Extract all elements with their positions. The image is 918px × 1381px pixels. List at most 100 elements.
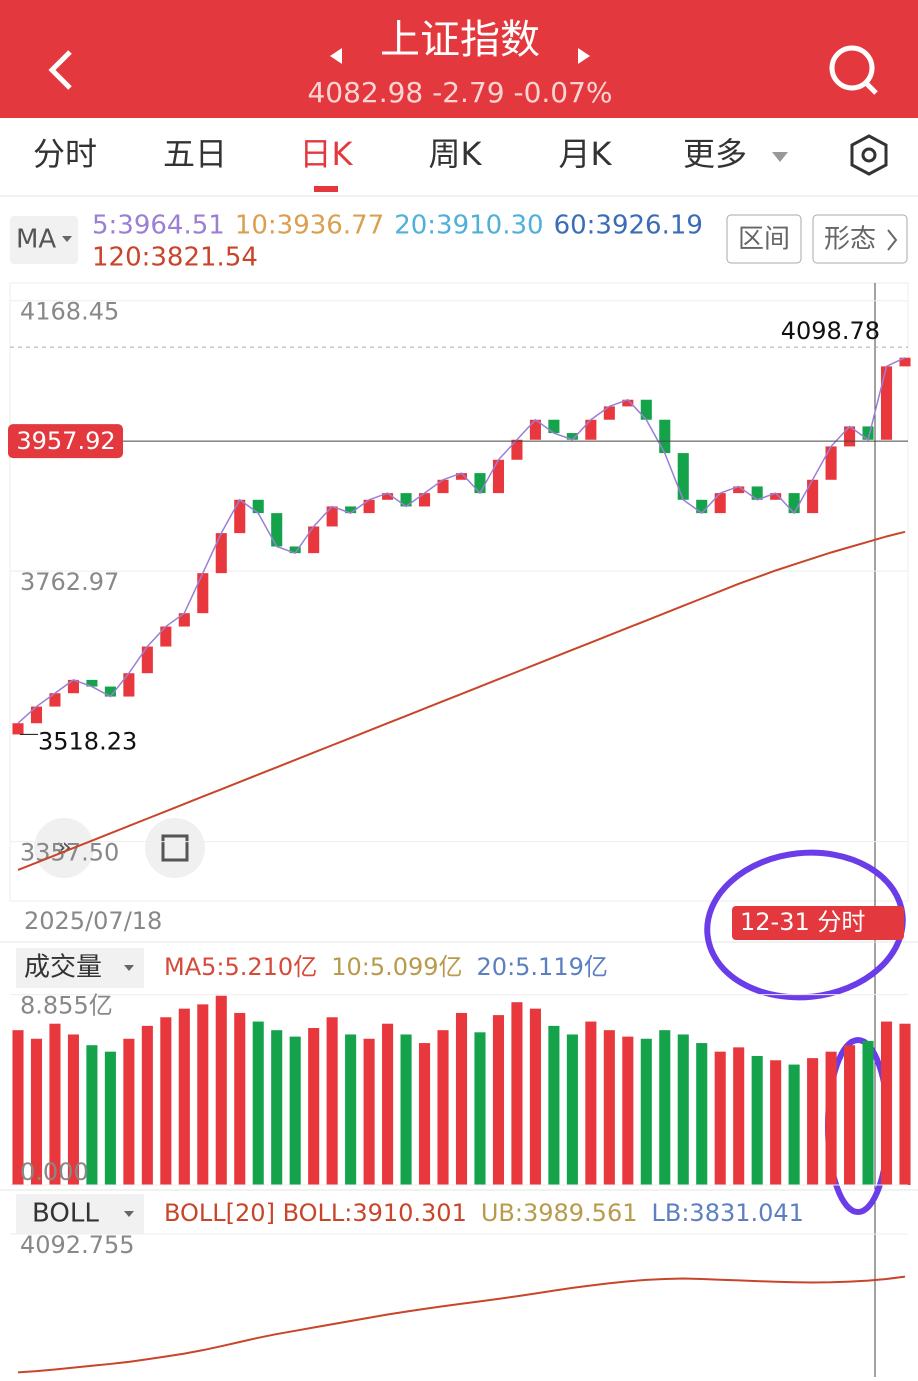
next-arrow[interactable]	[578, 48, 590, 64]
volume-bar	[807, 1058, 819, 1185]
dropdown-caret	[772, 152, 788, 162]
candle	[289, 546, 301, 554]
volume-bar	[492, 1015, 505, 1185]
search-icon	[829, 45, 875, 91]
volume-bar	[86, 1045, 98, 1185]
candle	[825, 446, 837, 480]
volume-bar	[67, 1034, 79, 1185]
high-label: 4098.78	[781, 317, 880, 345]
y-tick-label: 0.000	[20, 1158, 89, 1186]
volume-bar	[455, 1012, 468, 1185]
range-button[interactable]: 区间	[738, 225, 790, 255]
title: 上证指数	[380, 17, 540, 63]
volume-bar	[49, 1023, 61, 1185]
candle	[733, 486, 745, 494]
candle	[492, 459, 505, 494]
volume-bar	[714, 1051, 726, 1185]
expand-button[interactable]	[34, 818, 94, 878]
y-tick-label: 8.855亿	[20, 992, 113, 1020]
volume-legend: 10:5.099亿	[331, 953, 462, 981]
candle	[12, 723, 24, 735]
candle	[67, 679, 79, 694]
candle	[659, 419, 671, 454]
candle	[400, 493, 412, 507]
candle	[363, 499, 375, 514]
volume-bar	[363, 1038, 375, 1185]
settings-button[interactable]	[850, 134, 888, 176]
quote: 4082.98 -2.79 -0.07%	[307, 76, 612, 109]
volume-bar	[622, 1036, 634, 1185]
tab[interactable]: 月K	[559, 135, 613, 173]
gear	[850, 134, 888, 176]
candle	[418, 493, 431, 507]
volume-bar	[899, 1023, 911, 1185]
candle	[807, 479, 819, 514]
panel-title[interactable]: BOLL	[32, 1199, 99, 1229]
volume-selector-bg[interactable]	[16, 948, 144, 988]
volume-bar	[659, 1030, 671, 1185]
search-handle	[864, 81, 878, 95]
volume-bar	[733, 1047, 745, 1185]
search-button[interactable]	[829, 45, 878, 95]
tab[interactable]: 更多	[683, 135, 747, 173]
volume-bar	[12, 1030, 24, 1185]
ma-selector-bg[interactable]	[10, 216, 78, 264]
tab[interactable]: 周K	[429, 135, 483, 173]
badge[interactable]: 12-31 分时	[740, 908, 865, 936]
candle	[529, 419, 541, 440]
fullscreen-icon	[161, 834, 189, 862]
tab-underline	[314, 186, 338, 192]
tab[interactable]: 日K	[300, 135, 354, 173]
range-button-bg[interactable]	[726, 214, 802, 264]
candle	[548, 419, 560, 434]
volume-bar	[529, 1008, 541, 1185]
volume-bar	[566, 1034, 578, 1185]
volume-bar	[585, 1021, 597, 1185]
volume-bar	[862, 1040, 874, 1185]
pattern-button-bg[interactable]	[812, 214, 908, 264]
volume-bar	[178, 1008, 190, 1185]
pattern-button[interactable]: 形态	[824, 225, 876, 255]
prev-arrow[interactable]	[330, 48, 342, 64]
tab[interactable]: 分时	[33, 135, 97, 173]
boll-legend: UB:3989.561	[481, 1199, 638, 1227]
boll-selector-bg[interactable]	[16, 1194, 144, 1234]
volume-bar	[677, 1034, 689, 1185]
candle	[603, 406, 615, 420]
boll-legend: BOLL[20] BOLL:3910.301	[164, 1199, 467, 1227]
badge-bg[interactable]	[732, 906, 904, 940]
y-tick-label: 4092.755	[20, 1231, 135, 1259]
volume-bar	[696, 1043, 708, 1185]
volume-bar	[844, 1045, 856, 1185]
fullscreen-button[interactable]	[145, 818, 205, 878]
candle	[622, 399, 634, 407]
candle	[197, 573, 209, 614]
candle	[788, 493, 800, 514]
volume-bar	[640, 1038, 652, 1185]
main-frame	[9, 282, 909, 902]
candle	[566, 433, 578, 440]
ma-legend: 5:3964.51	[92, 211, 225, 241]
candle	[455, 473, 468, 480]
candle	[437, 479, 449, 494]
candle	[178, 613, 190, 627]
volume-bar	[548, 1025, 560, 1185]
chevron	[887, 229, 898, 251]
back-button[interactable]	[48, 50, 72, 90]
candle	[49, 693, 61, 707]
volume-bar	[474, 1032, 486, 1185]
volume-bar	[788, 1064, 800, 1185]
tab[interactable]: 五日	[163, 135, 227, 173]
panel-title[interactable]: 成交量	[24, 953, 102, 983]
volume-bar	[437, 1030, 449, 1185]
dropdown-caret	[62, 236, 72, 242]
volume-bar	[770, 1060, 782, 1185]
low-label: 3518.23	[38, 727, 137, 755]
ma-selector[interactable]: MA	[16, 225, 56, 255]
dropdown-caret	[124, 1211, 134, 1217]
candle	[382, 493, 394, 500]
candle	[714, 493, 726, 514]
gear-hub	[861, 147, 877, 163]
volume-bar	[234, 1012, 246, 1185]
